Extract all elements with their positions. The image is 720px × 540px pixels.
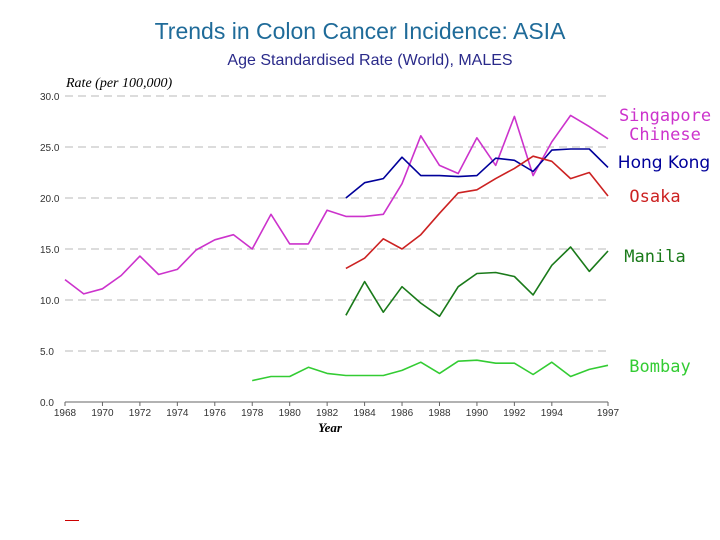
slide-footnote-mark	[65, 520, 79, 521]
series-label-manila: Manila	[624, 247, 686, 267]
x-tick-label: 1972	[129, 408, 152, 419]
x-tick-label: 1976	[204, 408, 227, 419]
series-line-singapore-chinese	[64, 114, 609, 295]
x-tick-label: 1988	[428, 408, 451, 419]
series-line-osaka	[345, 155, 609, 270]
x-tick-label: 1980	[279, 408, 302, 419]
series-line-hong-kong	[345, 148, 609, 199]
grid-lines	[65, 95, 608, 352]
y-tick-label: 20.0	[40, 194, 60, 205]
y-tick-label: 25.0	[40, 143, 60, 154]
series-label-osaka: Osaka	[629, 187, 681, 207]
y-tick-label: 10.0	[40, 296, 60, 307]
series-line-bombay	[252, 359, 609, 382]
tick-labels: 0.0 5.0 10.0 15.0 20.0 25.0 30.0 1968 1970 1972 19…	[40, 92, 620, 419]
axes	[64, 401, 609, 406]
chart-title: Trends in Colon Cancer Incidence: ASIA	[154, 18, 566, 44]
x-axis-label: Year	[318, 420, 343, 435]
x-tick-label: 1990	[466, 408, 489, 419]
y-tick-label: 30.0	[40, 92, 60, 103]
series-label-singapore-chinese: Singapore Chinese	[618, 106, 712, 145]
x-tick-label: 1997	[597, 408, 620, 419]
series-label-hong-kong: Hong Kong	[617, 153, 711, 173]
y-tick-label: 15.0	[40, 245, 60, 256]
series-label-bombay: Bombay	[629, 357, 691, 377]
x-tick-label: 1984	[353, 408, 376, 419]
x-tick-label: 1982	[316, 408, 339, 419]
y-tick-label: 5.0	[40, 347, 54, 358]
y-tick-label: 0.0	[40, 398, 54, 409]
x-tick-label: 1994	[541, 408, 564, 419]
x-tick-label: 1974	[166, 408, 189, 419]
x-tick-label: 1978	[241, 408, 264, 419]
x-tick-label: 1968	[54, 408, 77, 419]
y-axis-label: Rate (per 100,000)	[65, 76, 172, 91]
x-tick-label: 1992	[503, 408, 526, 419]
chart-subtitle: Age Standardised Rate (World), MALES	[227, 52, 513, 69]
x-tick-label: 1970	[91, 408, 114, 419]
x-tick-label: 1986	[391, 408, 414, 419]
series-line-manila	[345, 246, 609, 318]
series-lines	[64, 114, 609, 382]
